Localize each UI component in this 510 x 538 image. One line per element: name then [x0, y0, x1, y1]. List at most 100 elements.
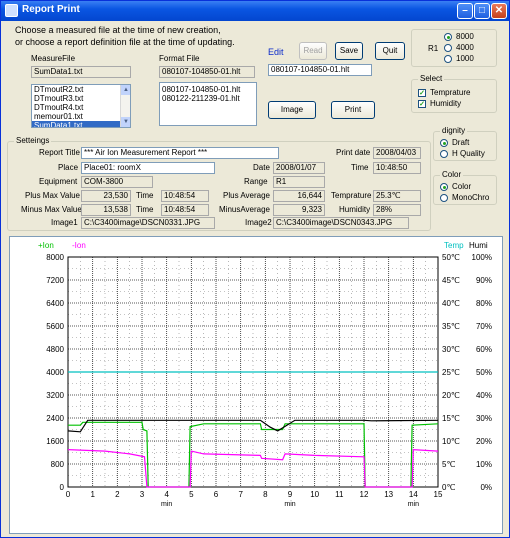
y-left-tick-label: 5600: [46, 322, 64, 331]
r1-group: R1 8000 4000 1000: [411, 29, 497, 67]
y-humi-tick-label: 50%: [476, 368, 492, 377]
humidity-field: 28%: [373, 204, 421, 216]
image2-field: C:\C3400image\DSCN0343.JPG: [273, 217, 409, 229]
maximize-button[interactable]: □: [474, 3, 490, 19]
y-left-tick-label: 4000: [46, 368, 64, 377]
scroll-down-icon[interactable]: ▼: [121, 117, 130, 127]
settings-group: Setteings: [7, 136, 431, 231]
measure-file-item[interactable]: memour01.txt: [34, 112, 83, 121]
edit-filename-input[interactable]: 080107-104850-01.hlt: [268, 64, 372, 76]
image2-label: Image2: [245, 218, 272, 227]
ion-chart: 8000720064005600480040003200240016008000…: [38, 241, 492, 508]
save-button[interactable]: Save: [335, 42, 363, 60]
image1-field: C:\C3400image\DSCN0331.JPG: [81, 217, 215, 229]
r1-option-label: 4000: [456, 43, 474, 52]
instruction-line-2: or choose a report definition file at th…: [15, 37, 235, 47]
r1-label: R1: [428, 44, 439, 53]
minus-max-time-label: Time: [136, 205, 154, 214]
dignity-group: dignity Draft H Quality: [433, 126, 497, 161]
x-tick-label: 15: [434, 490, 443, 499]
y-left-tick-label: 2400: [46, 414, 64, 423]
y-left-tick-label: 3200: [46, 391, 64, 400]
y-left-tick-label: 0: [60, 483, 65, 492]
y-left-tick-label: 800: [51, 460, 65, 469]
x-tick-label: 2: [115, 490, 120, 499]
r1-radio-2[interactable]: [444, 55, 452, 63]
temperature-checkbox[interactable]: ✓: [418, 89, 426, 97]
y-temp-tick-label: 15℃: [442, 414, 460, 423]
read-button[interactable]: Read: [299, 42, 327, 60]
print-date-field: 2008/04/03: [373, 147, 421, 159]
select-group-title: Select: [418, 74, 445, 83]
x-tick-label: 11: [335, 490, 344, 499]
x-tick-label: 13: [384, 490, 393, 499]
settings-group-title: Setteings: [14, 136, 52, 145]
measure-file-item[interactable]: DTmoutR4.txt: [34, 103, 84, 112]
temperature-label: Temprature: [331, 191, 372, 200]
measure-file-list[interactable]: DTmoutR2.txt DTmoutR3.txt DTmoutR4.txt memo…: [31, 84, 131, 128]
x-tick-label: 5: [189, 490, 194, 499]
measure-file-scrollbar[interactable]: ▲ ▼: [120, 85, 130, 127]
plus-average-label: Plus Average: [223, 191, 270, 200]
color-radio-0[interactable]: [440, 183, 448, 191]
x-tick-label: 8: [263, 490, 268, 499]
time-label: Time: [351, 163, 369, 172]
measure-file-item[interactable]: DTmoutR3.txt: [34, 94, 84, 103]
color-option-label: MonoChro: [452, 193, 490, 202]
series-line-ion: [67, 448, 439, 488]
y-temp-tick-label: 10℃: [442, 437, 460, 446]
format-file-item[interactable]: 080107-104850-01.hlt: [162, 85, 241, 94]
r1-radio-0[interactable]: [444, 33, 452, 41]
minimize-button[interactable]: –: [457, 3, 473, 19]
x-tick-label: 1: [90, 490, 95, 499]
title-bar[interactable]: Report Print – □ ✕: [1, 1, 509, 21]
dignity-option-label: Draft: [452, 138, 470, 147]
y-temp-tick-label: 30℃: [442, 345, 460, 354]
scroll-up-icon[interactable]: ▲: [121, 85, 130, 95]
y-humi-tick-label: 30%: [476, 414, 492, 423]
r1-radio-1[interactable]: [444, 44, 452, 52]
minus-max-label: Minus Max Value: [21, 205, 82, 214]
image-button[interactable]: Image: [268, 101, 316, 119]
measure-file-item[interactable]: SumData1.txt: [32, 121, 130, 127]
print-date-label: Print date: [336, 148, 371, 157]
plus-max-label: Plus Max Value: [25, 191, 80, 200]
y-temp-tick-label: 35℃: [442, 322, 460, 331]
x-tick-label: 6: [214, 490, 219, 499]
dignity-radio-0[interactable]: [440, 139, 448, 147]
select-group: Select ✓ Temprature ✓ Humidity: [411, 74, 497, 113]
y-temp-tick-label: 0℃: [442, 483, 455, 492]
y-humi-tick-label: 20%: [476, 437, 492, 446]
temperature-field: 25.3℃: [373, 190, 421, 202]
report-title-input[interactable]: *** Air Ion Measurement Report ***: [81, 147, 279, 159]
temperature-checkbox-label: Temprature: [430, 88, 471, 97]
humidity-label: Humidity: [339, 205, 371, 214]
print-button[interactable]: Print: [331, 101, 375, 119]
y-left-tick-label: 6400: [46, 299, 64, 308]
x-tick-label: 3: [140, 490, 145, 499]
y-humi-tick-label: 100%: [472, 253, 492, 262]
dignity-group-title: dignity: [440, 126, 468, 135]
y-humi-tick-label: 70%: [476, 322, 492, 331]
plus-max-time-field: 10:48:54: [161, 190, 209, 202]
image1-label: Image1: [51, 218, 78, 227]
x-tick-label: 12: [360, 490, 369, 499]
chart-panel: 8000 7200 6400 5600 4800 4000 3200 2400 1600 800 0…: [9, 236, 503, 534]
color-radio-1[interactable]: [440, 194, 448, 202]
plus-max-time-label: Time: [136, 191, 154, 200]
format-file-label: Format File: [159, 54, 200, 63]
humidity-checkbox[interactable]: ✓: [418, 100, 426, 108]
place-input[interactable]: Place01: roomX: [81, 162, 215, 174]
y-temp-tick-label: 20℃: [442, 391, 460, 400]
format-file-list[interactable]: 080107-104850-01.hlt 080122-211239-01.hlt: [159, 82, 257, 126]
y-temp-tick-label: 40℃: [442, 299, 460, 308]
equipment-label: Equipment: [39, 177, 78, 186]
dignity-radio-1[interactable]: [440, 150, 448, 158]
close-button[interactable]: ✕: [491, 3, 507, 19]
instruction-line-1: Choose a measured file at the time of ne…: [15, 25, 221, 35]
measure-file-field: SumData1.txt: [31, 66, 131, 78]
format-file-item[interactable]: 080122-211239-01.hlt: [162, 94, 240, 103]
quit-button[interactable]: Quit: [375, 42, 405, 60]
measure-file-item[interactable]: DTmoutR2.txt: [34, 85, 84, 94]
